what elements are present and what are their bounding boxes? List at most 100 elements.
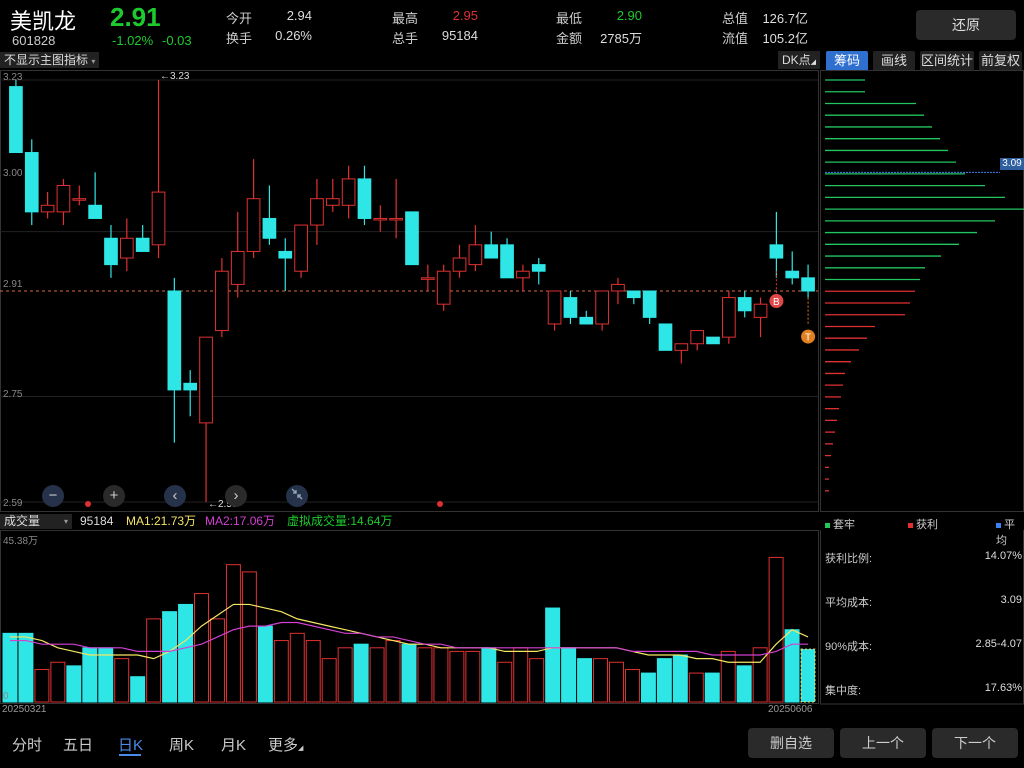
volume-bar bbox=[34, 668, 50, 703]
change-amount: -0.03 bbox=[162, 33, 192, 48]
dk-point-button[interactable]: DK点◢ bbox=[778, 51, 821, 69]
high-value: 2.95 bbox=[452, 8, 478, 23]
stock-price: 2.91 bbox=[110, 2, 161, 32]
zoom-in-button[interactable]: + bbox=[103, 485, 125, 507]
volume-bar bbox=[800, 648, 816, 703]
min-price-marker: ←2.59 bbox=[208, 499, 238, 510]
volume-bar bbox=[433, 647, 449, 703]
candle-body bbox=[722, 297, 736, 338]
price-axis-label: 3.23 bbox=[3, 72, 23, 83]
legend-square-icon bbox=[996, 522, 1001, 528]
price-axis-label: 2.91 bbox=[3, 279, 23, 290]
end-date: 20250606 bbox=[768, 704, 813, 715]
volume-bar bbox=[736, 665, 752, 703]
previous-stock-button[interactable]: 上一个 bbox=[840, 728, 926, 758]
volume-bar bbox=[513, 647, 529, 703]
volume-bar bbox=[241, 571, 257, 703]
volume-zero-label: 0 bbox=[3, 691, 9, 702]
volume-bar bbox=[545, 607, 561, 703]
ma-line-ma1 bbox=[9, 603, 809, 663]
volume-bar bbox=[672, 654, 688, 703]
legend-trapped: 套牢 bbox=[825, 516, 855, 532]
candle-body bbox=[325, 198, 340, 206]
tab-chips[interactable]: 筹码 bbox=[826, 51, 868, 71]
main-indicator-select[interactable]: 不显示主图指标 ▾ bbox=[0, 52, 100, 68]
dropdown-arrow-icon: ▾ bbox=[63, 517, 68, 526]
legend-label: 平均 bbox=[996, 519, 1015, 547]
tab-intraday[interactable]: 分时 bbox=[12, 737, 43, 754]
volume-bar bbox=[784, 629, 800, 703]
tab-weekly-k[interactable]: 周K bbox=[169, 737, 195, 754]
turnover-value: 0.26% bbox=[275, 28, 312, 43]
zoom-out-button[interactable]: − bbox=[42, 485, 64, 507]
event-dot bbox=[437, 501, 443, 507]
tab-range-stats[interactable]: 区间统计 bbox=[920, 51, 974, 71]
candle-body bbox=[104, 237, 118, 266]
volume-frame bbox=[0, 530, 819, 704]
corner-triangle-icon: ◢ bbox=[810, 59, 817, 66]
candle-body bbox=[769, 244, 784, 259]
scroll-left-button[interactable]: ‹ bbox=[164, 485, 186, 507]
volume-bar bbox=[130, 676, 146, 703]
candle-body bbox=[642, 290, 657, 318]
candle-body bbox=[500, 244, 514, 279]
candle-body bbox=[547, 290, 562, 325]
ma1-value: MA1:21.73万 bbox=[126, 514, 197, 528]
candle-body bbox=[468, 244, 483, 266]
tab-five-day[interactable]: 五日 bbox=[63, 737, 94, 754]
volume-max-label: 45.38万 bbox=[3, 536, 39, 547]
volume-bar bbox=[385, 640, 401, 703]
tab-daily-k[interactable]: 日K bbox=[118, 737, 144, 754]
candle-body bbox=[452, 257, 467, 272]
volume-bar bbox=[561, 647, 577, 703]
volume-bar bbox=[593, 658, 609, 703]
scroll-right-button[interactable]: › bbox=[225, 485, 247, 507]
volume-indicator-select[interactable]: 成交量 ▾ bbox=[0, 514, 72, 529]
market-cap-value: 126.7亿 bbox=[762, 11, 808, 26]
more-label: 更多 bbox=[268, 737, 299, 754]
tab-more[interactable]: 更多◢ bbox=[268, 734, 303, 755]
volume-chart[interactable] bbox=[0, 530, 1024, 706]
dk-point-label: DK点 bbox=[782, 53, 811, 67]
volume-bar bbox=[529, 658, 545, 703]
max-price-marker: ←3.23 bbox=[160, 71, 190, 82]
candle-body bbox=[484, 244, 499, 259]
volume-bar bbox=[98, 647, 114, 703]
tab-forward-adjust[interactable]: 前复权 bbox=[979, 51, 1022, 71]
dropdown-arrow-icon: ▾ bbox=[91, 57, 96, 66]
candle-body bbox=[215, 270, 229, 332]
candle-body bbox=[40, 204, 55, 213]
candle-body bbox=[611, 283, 625, 292]
candle-body bbox=[9, 86, 23, 154]
volume-bar bbox=[18, 632, 34, 703]
cost-90-value: 2.85-4.07 bbox=[975, 638, 1022, 650]
collapse-arrows-icon bbox=[291, 488, 303, 500]
legend-square-icon bbox=[825, 522, 830, 528]
volume-bar bbox=[481, 647, 497, 703]
volume-bar bbox=[225, 564, 241, 703]
candle-body bbox=[56, 185, 71, 213]
price-axis-label: 3.00 bbox=[3, 168, 23, 179]
candle-body bbox=[341, 178, 356, 206]
volume-value: 95184 bbox=[80, 514, 114, 528]
restore-button[interactable]: 还原 bbox=[916, 10, 1016, 40]
candle-body bbox=[531, 264, 546, 272]
price-axis-label: 2.75 bbox=[3, 389, 23, 400]
volume-bar bbox=[162, 611, 178, 703]
volume-bar bbox=[353, 643, 369, 703]
candle-body bbox=[88, 204, 102, 219]
start-date: 20250321 bbox=[2, 704, 47, 715]
legend-square-icon bbox=[908, 522, 913, 528]
candle-body bbox=[167, 290, 182, 391]
volume-bar bbox=[114, 658, 130, 703]
profit-ratio-value: 14.07% bbox=[984, 550, 1022, 562]
collapse-icon[interactable] bbox=[286, 485, 308, 507]
legend-profit: 获利 bbox=[908, 516, 938, 532]
volume-bar bbox=[465, 650, 481, 703]
candlestick-chart[interactable]: BT bbox=[0, 70, 1024, 512]
tab-monthly-k[interactable]: 月K bbox=[221, 737, 247, 754]
remove-watchlist-button[interactable]: 删自选 bbox=[748, 728, 834, 758]
next-stock-button[interactable]: 下一个 bbox=[932, 728, 1018, 758]
tab-draw-line[interactable]: 画线 bbox=[873, 51, 915, 71]
candle-body bbox=[310, 198, 324, 226]
